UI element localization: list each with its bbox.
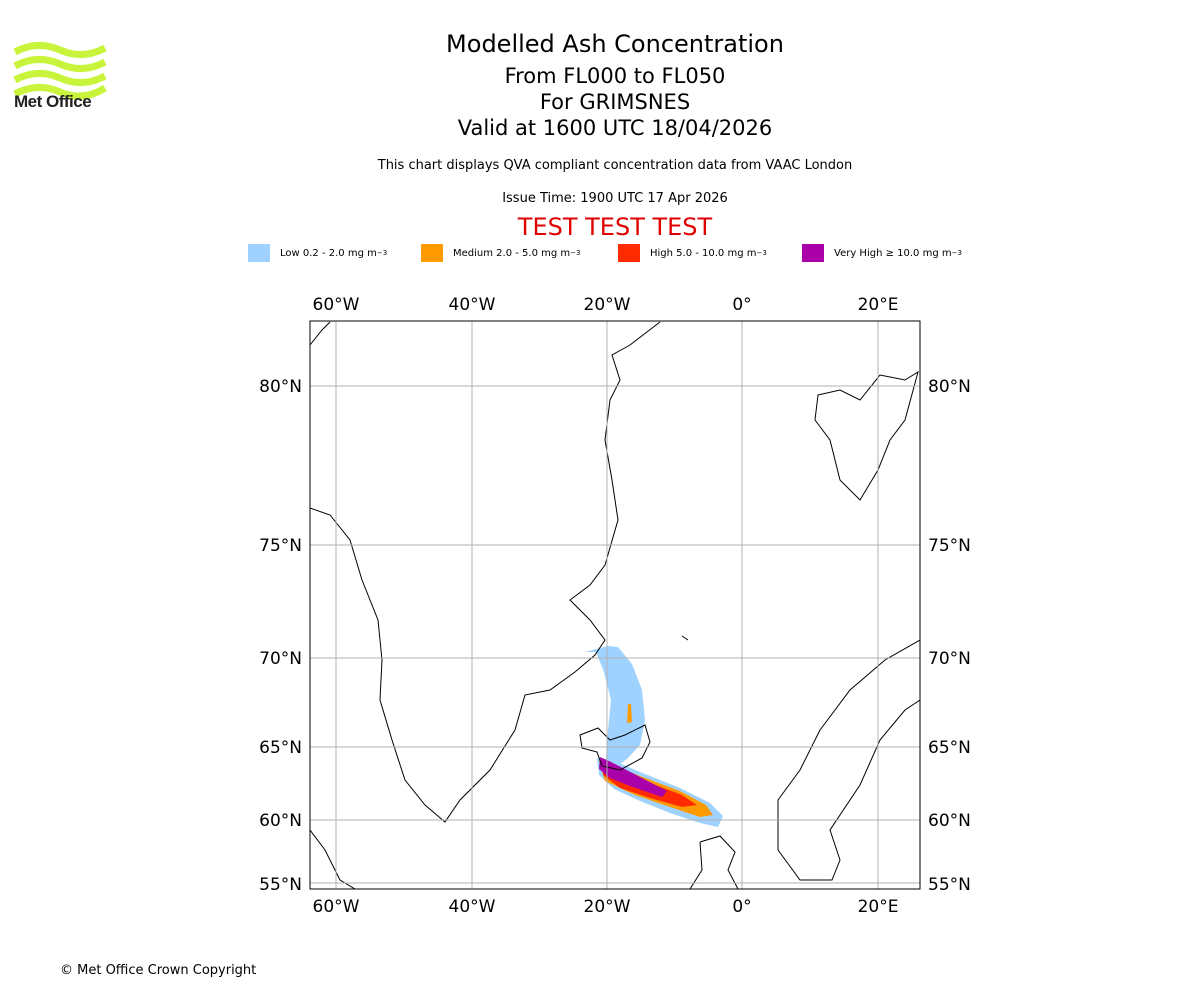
chart-title: Modelled Ash Concentration bbox=[446, 30, 784, 58]
copyright: © Met Office Crown Copyright bbox=[60, 963, 257, 978]
lat-label: 75°N bbox=[928, 536, 971, 556]
lat-labels-left: 80°N 75°N 70°N 65°N 60°N 55°N bbox=[259, 377, 302, 895]
legend-high: High 5.0 - 10.0 mg m −3 bbox=[618, 244, 767, 262]
lat-label: 80°N bbox=[259, 377, 302, 397]
lon-label: 40°W bbox=[449, 295, 496, 315]
legend-label: Very High ≥ 10.0 mg m bbox=[834, 247, 952, 259]
valid-time: Valid at 1600 UTC 18/04/2026 bbox=[457, 116, 773, 140]
legend-label: High 5.0 - 10.0 mg m bbox=[650, 247, 757, 259]
lat-label: 55°N bbox=[259, 875, 302, 895]
lon-labels-top: 60°W 40°W 20°W 0° 20°E bbox=[313, 295, 899, 315]
legend-exp: −3 bbox=[570, 249, 581, 257]
lon-label: 40°W bbox=[449, 897, 496, 917]
lon-label: 60°W bbox=[313, 295, 360, 315]
ash-medium bbox=[627, 704, 632, 723]
legend-exp: −3 bbox=[951, 249, 962, 257]
logo-text: Met Office bbox=[14, 92, 92, 111]
lat-label: 55°N bbox=[928, 875, 971, 895]
lon-labels-bottom: 60°W 40°W 20°W 0° 20°E bbox=[313, 897, 899, 917]
ash-low bbox=[585, 646, 645, 768]
lon-label: 20°W bbox=[584, 295, 631, 315]
lat-labels-right: 80°N 75°N 70°N 65°N 60°N 55°N bbox=[928, 377, 971, 895]
legend-swatch bbox=[248, 244, 270, 262]
lat-label: 65°N bbox=[259, 738, 302, 758]
lat-label: 60°N bbox=[928, 811, 971, 831]
issue-time: Issue Time: 1900 UTC 17 Apr 2026 bbox=[502, 191, 728, 206]
ash-plume bbox=[585, 646, 723, 827]
lon-label: 0° bbox=[732, 897, 751, 917]
legend-label: Low 0.2 - 2.0 mg m bbox=[280, 247, 377, 259]
coastlines bbox=[310, 321, 920, 889]
lat-label: 60°N bbox=[259, 811, 302, 831]
ash-very-high bbox=[599, 757, 667, 797]
map-frame bbox=[309, 320, 921, 890]
test-banner: TEST TEST TEST bbox=[517, 213, 713, 241]
gridlines bbox=[310, 321, 920, 889]
lat-label: 65°N bbox=[928, 738, 971, 758]
description: This chart displays QVA compliant concen… bbox=[377, 158, 853, 173]
legend-medium: Medium 2.0 - 5.0 mg m −3 bbox=[421, 244, 580, 262]
met-office-logo-icon bbox=[13, 42, 107, 100]
lat-label: 80°N bbox=[928, 377, 971, 397]
lat-label: 70°N bbox=[259, 649, 302, 669]
legend-swatch bbox=[802, 244, 824, 262]
legend-swatch bbox=[618, 244, 640, 262]
volcano-name: For GRIMSNES bbox=[539, 90, 691, 114]
lon-label: 20°E bbox=[858, 897, 899, 917]
legend-swatch bbox=[421, 244, 443, 262]
legend-exp: −3 bbox=[376, 249, 388, 257]
lon-label: 20°W bbox=[584, 897, 631, 917]
lon-label: 0° bbox=[732, 295, 751, 315]
lat-label: 70°N bbox=[928, 649, 971, 669]
legend-low: Low 0.2 - 2.0 mg m −3 bbox=[248, 244, 387, 262]
flight-levels: From FL000 to FL050 bbox=[504, 64, 726, 88]
lon-label: 20°E bbox=[858, 295, 899, 315]
legend-label: Medium 2.0 - 5.0 mg m bbox=[453, 247, 571, 259]
lon-label: 60°W bbox=[313, 897, 360, 917]
lat-label: 75°N bbox=[259, 536, 302, 556]
legend-exp: −3 bbox=[756, 249, 767, 257]
legend-very-high: Very High ≥ 10.0 mg m −3 bbox=[802, 244, 962, 262]
